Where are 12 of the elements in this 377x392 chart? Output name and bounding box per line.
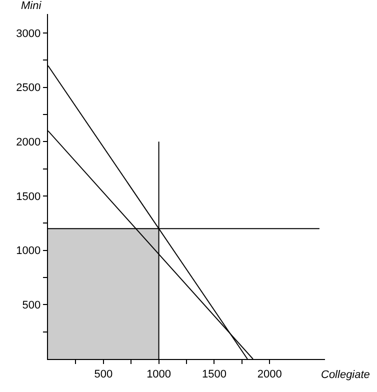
y-tick-label: 1500 <box>16 190 41 203</box>
x-axis-title: Collegiate <box>321 369 370 381</box>
x-tick-label: 1000 <box>146 368 172 380</box>
y-tick-label: 1000 <box>16 245 41 258</box>
x-tick-label: 500 <box>94 368 113 380</box>
x-tick-label: 1500 <box>202 368 226 380</box>
y-tick-label: 3000 <box>16 28 41 40</box>
x-tick-label: 2000 <box>257 368 282 380</box>
y-tick-label: 2500 <box>16 82 41 94</box>
y-tick-label: 500 <box>22 300 41 312</box>
y-axis-title: Mini <box>21 0 42 12</box>
y-tick-label: 2000 <box>16 136 41 149</box>
